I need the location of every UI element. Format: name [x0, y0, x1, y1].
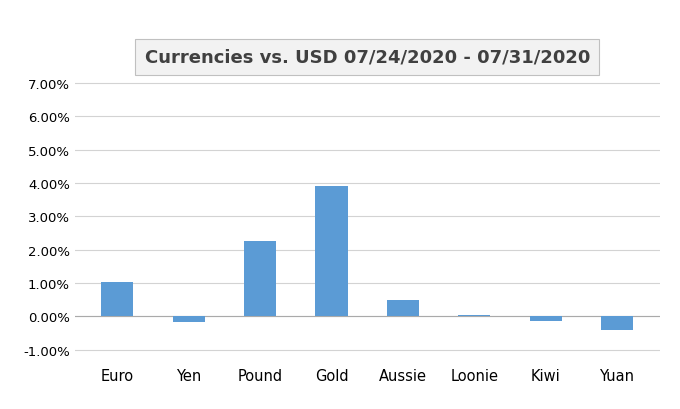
Bar: [601, 317, 633, 330]
Bar: [173, 317, 205, 322]
Bar: [458, 315, 490, 317]
Bar: [530, 317, 562, 321]
Bar: [101, 282, 133, 317]
Bar: [244, 242, 276, 317]
Bar: [387, 300, 419, 317]
Bar: [316, 187, 347, 317]
Title: Currencies vs. USD 07/24/2020 - 07/31/2020: Currencies vs. USD 07/24/2020 - 07/31/20…: [145, 49, 590, 67]
